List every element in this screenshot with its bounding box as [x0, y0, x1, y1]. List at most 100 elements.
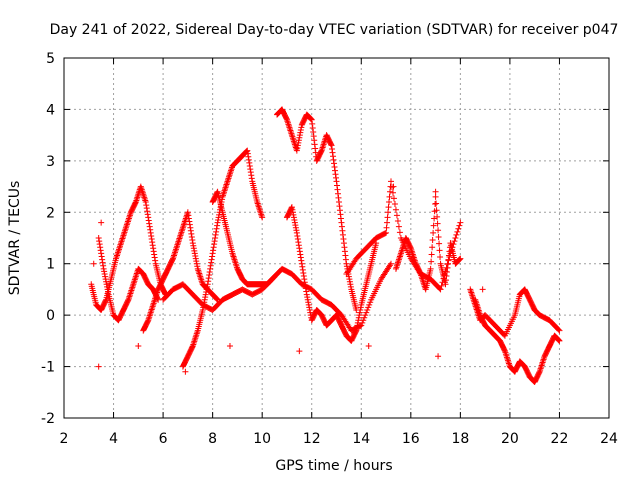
data-point: [433, 200, 440, 207]
data-point: [226, 343, 233, 349]
data-point: [437, 254, 444, 261]
data-point: [389, 189, 396, 196]
data-point: [556, 337, 563, 344]
data-point: [361, 314, 368, 321]
data-point: [392, 206, 399, 213]
data-point: [429, 237, 436, 244]
data-point: [395, 223, 402, 230]
data-point: [384, 214, 391, 221]
x-tick-label: 14: [352, 431, 370, 447]
series-trace-a: [88, 183, 169, 313]
data-points: [88, 106, 563, 385]
x-tick-label: 6: [159, 431, 168, 447]
series-trace-m: [467, 286, 563, 339]
data-point: [366, 301, 373, 308]
axis-ticks: [63, 57, 610, 419]
data-point: [385, 204, 392, 211]
data-point: [365, 304, 372, 311]
data-point: [430, 222, 437, 229]
data-point: [433, 207, 440, 214]
series-trace-k: [392, 193, 464, 293]
data-point: [385, 209, 392, 216]
y-tick-label: 4: [46, 102, 55, 118]
data-point: [364, 307, 371, 313]
data-point: [455, 225, 462, 232]
data-point: [430, 229, 437, 236]
x-tick-label: 2: [60, 431, 69, 447]
data-point: [382, 230, 389, 237]
data-point: [384, 219, 391, 226]
data-point: [435, 353, 442, 360]
data-point: [357, 322, 364, 329]
y-tick-label: 5: [46, 51, 55, 67]
chart-title: Day 241 of 2022, Sidereal Day-to-day VTE…: [50, 22, 619, 38]
grid-lines: [64, 58, 609, 418]
data-point: [556, 327, 563, 334]
x-tick-label: 20: [501, 431, 519, 447]
data-point: [428, 251, 435, 258]
data-point: [456, 222, 463, 229]
data-point: [362, 312, 369, 319]
x-axis-title: GPS time / hours: [275, 458, 392, 474]
data-point: [434, 213, 441, 220]
data-point: [95, 363, 102, 370]
series-trace-j: [343, 178, 464, 293]
series-trace-l: [472, 296, 563, 385]
y-tick-label: 2: [46, 205, 55, 221]
x-tick-label: 22: [551, 431, 569, 447]
data-point: [386, 193, 393, 200]
data-point: [437, 286, 444, 293]
data-point: [429, 244, 436, 251]
data-point: [390, 183, 397, 190]
data-point: [388, 178, 394, 185]
x-tick-label: 18: [451, 431, 469, 447]
data-point: [428, 258, 435, 265]
plot-frame: [63, 57, 610, 419]
x-tick-label: 24: [600, 431, 618, 447]
series-outliers: [90, 183, 486, 375]
data-point: [391, 201, 398, 208]
data-point: [182, 368, 189, 375]
data-point: [438, 282, 445, 289]
y-tick-labels: -2 -1 0 1 2 3 4 5: [41, 51, 55, 427]
x-tick-label: 8: [208, 431, 217, 447]
data-point: [393, 212, 400, 219]
y-axis-title: SDTVAR / TECUs: [7, 181, 23, 296]
data-point: [436, 247, 443, 254]
series-trace-f: [209, 188, 281, 288]
data-point: [479, 286, 486, 293]
data-point: [431, 215, 438, 222]
data-point: [454, 228, 461, 235]
data-point: [390, 195, 397, 202]
data-point: [394, 218, 401, 225]
series-trace-i: [283, 204, 380, 344]
x-tick-label: 4: [109, 431, 118, 447]
data-point: [365, 343, 372, 349]
data-point: [388, 184, 395, 191]
data-point: [457, 255, 464, 262]
series-trace-c: [140, 209, 221, 334]
data-point: [396, 229, 403, 236]
data-point: [363, 309, 370, 316]
data-point: [432, 201, 439, 208]
y-tick-label: -2: [41, 411, 55, 427]
data-point: [457, 219, 464, 226]
data-point: [432, 193, 439, 200]
x-tick-label: 12: [303, 431, 321, 447]
data-point: [383, 224, 390, 231]
data-point: [383, 229, 390, 236]
data-point: [435, 233, 442, 240]
data-point: [259, 214, 266, 221]
data-point: [296, 348, 303, 355]
data-point: [555, 326, 562, 333]
x-tick-labels: 2 4 6 8 10 12 14 16 18 20 22 24: [60, 431, 618, 447]
data-point: [90, 260, 97, 267]
data-point: [386, 199, 393, 205]
x-tick-label: 10: [253, 431, 271, 447]
data-point: [367, 299, 374, 306]
data-point: [453, 231, 460, 238]
series-trace-g: [274, 106, 360, 313]
data-point: [388, 260, 394, 267]
y-tick-label: 3: [46, 154, 55, 170]
